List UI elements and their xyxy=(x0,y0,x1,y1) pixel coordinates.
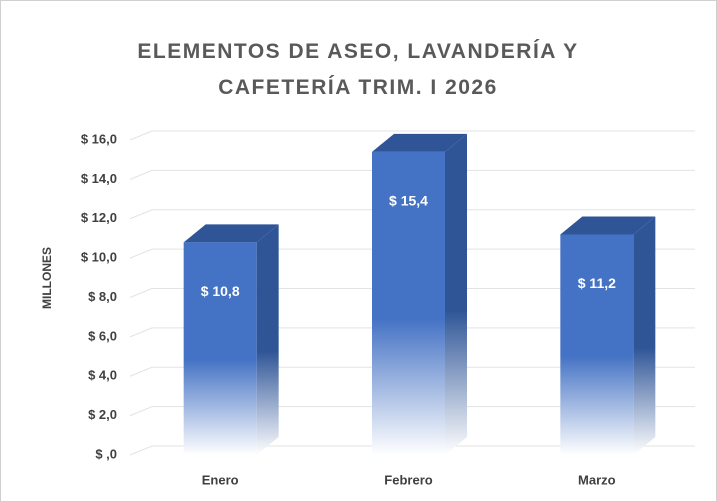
chart-title: ELEMENTOS DE ASEO, LAVANDERÍA Y CAFETERÍ… xyxy=(137,40,579,99)
y-tick-label: $ 14,0 xyxy=(81,171,117,186)
y-axis-label: MILLONES xyxy=(40,247,54,309)
bar-side xyxy=(256,224,279,455)
value-label: $ 11,2 xyxy=(578,275,616,291)
bar xyxy=(372,151,445,455)
grid-line xyxy=(129,366,695,377)
grid-line xyxy=(129,406,695,417)
y-tick-label: $ 4,0 xyxy=(88,368,117,383)
value-label: $ 15,4 xyxy=(389,193,428,209)
grid-line xyxy=(129,209,695,220)
bar-top xyxy=(372,133,467,152)
x-tick-label: Marzo xyxy=(578,472,616,487)
y-tick-label: $ 12,0 xyxy=(81,210,117,225)
bar-top xyxy=(183,224,279,243)
grid-line xyxy=(129,169,695,180)
bar-side xyxy=(633,216,656,455)
x-tick-label: Enero xyxy=(202,472,239,487)
grid-line xyxy=(129,445,695,456)
y-tick-label: $ 6,0 xyxy=(88,328,117,343)
value-label: $ 10,8 xyxy=(201,283,240,299)
bar-top xyxy=(560,216,656,235)
grid-line xyxy=(129,130,695,141)
grid-line xyxy=(129,327,695,338)
y-tick-label: $ ,0 xyxy=(95,446,117,461)
y-tick-label: $ 16,0 xyxy=(81,131,117,146)
y-tick-label: $ 10,0 xyxy=(81,250,117,265)
bar-side xyxy=(445,133,467,455)
bar xyxy=(560,234,634,455)
y-tick-label: $ 2,0 xyxy=(88,407,117,422)
x-tick-label: Febrero xyxy=(384,472,432,487)
grid-line xyxy=(129,288,695,298)
grid-line xyxy=(129,248,695,259)
bar xyxy=(183,242,257,455)
y-tick-label: $ 8,0 xyxy=(88,289,117,304)
